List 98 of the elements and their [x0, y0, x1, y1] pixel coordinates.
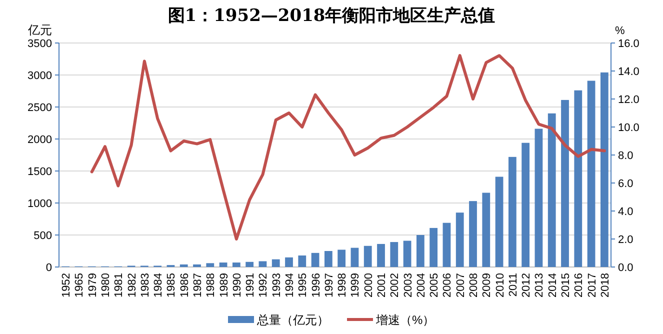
x-tick-label: 1984 [152, 273, 165, 298]
bar [430, 228, 438, 267]
bar [232, 262, 240, 267]
y2-tick-label: 12.0 [618, 94, 640, 106]
line-series [90, 54, 606, 240]
x-tick-label: 2018 [599, 273, 612, 298]
bar [534, 128, 543, 267]
y2-tick-label: 10.0 [618, 122, 640, 134]
bar [298, 255, 306, 267]
x-tick-label: 2002 [389, 273, 402, 298]
y-tick-label: 2500 [28, 102, 52, 114]
x-tick-label: 2008 [468, 273, 480, 298]
x-tick-label: 2015 [560, 273, 572, 298]
x-tick-label: 1987 [192, 273, 204, 298]
bar [193, 264, 201, 267]
legend-label: 总量（亿元） [256, 313, 329, 327]
bar [508, 156, 516, 267]
y2-tick-label: 8.0 [618, 150, 634, 162]
y2-axis-title: % [615, 25, 625, 37]
x-tick-label: 1988 [205, 273, 218, 298]
x-tick-label: 1999 [350, 273, 362, 298]
bar [324, 251, 332, 267]
x-tick-label: 1979 [86, 273, 99, 298]
x-tick-label: 2010 [494, 273, 506, 298]
x-tick-label: 2011 [507, 273, 520, 297]
bar [574, 90, 582, 267]
x-tick-label: 2005 [428, 273, 441, 298]
bar [416, 235, 424, 267]
x-tick-label: 2012 [520, 273, 533, 298]
y-tick-label: 2000 [28, 134, 52, 146]
bar [482, 192, 490, 267]
bar [285, 257, 293, 267]
x-tick-label: 1991 [244, 273, 257, 298]
bar [456, 212, 464, 267]
y2-tick-label: 14.0 [618, 66, 640, 78]
bar [587, 80, 596, 267]
bar [390, 242, 398, 267]
bar [350, 248, 359, 267]
y-tick-label: 3000 [28, 70, 52, 82]
bar [548, 113, 556, 267]
bar [246, 262, 254, 267]
x-tick-label: 2004 [415, 273, 428, 298]
x-tick-label: 1983 [139, 273, 152, 298]
x-tick-label: 1985 [166, 273, 178, 298]
x-tick-label: 2013 [534, 273, 546, 298]
bar [206, 263, 214, 267]
x-tick-label: 1980 [100, 273, 112, 298]
bar [469, 201, 477, 267]
bar [338, 250, 346, 267]
bar [442, 222, 451, 267]
bar [258, 261, 267, 267]
y-tick-label: 1000 [28, 198, 52, 210]
x-tick-label: 1982 [126, 273, 138, 298]
x-tick-label: 1998 [336, 273, 349, 298]
y-tick-label: 1500 [28, 166, 52, 178]
x-tick-label: 1981 [113, 273, 126, 298]
x-tick-label: 1989 [218, 273, 230, 298]
bar [180, 264, 188, 267]
x-tick-label: 1994 [284, 273, 296, 298]
x-tick-label: 1992 [258, 273, 270, 298]
bar [403, 240, 412, 267]
bar [377, 244, 385, 267]
y-axis-title: 亿元 [27, 23, 52, 37]
y-tick-label: 500 [34, 230, 52, 242]
x-tick-label: 1965 [74, 273, 86, 298]
bar [600, 72, 608, 267]
x-tick-label: 1990 [231, 273, 244, 298]
x-tick-label: 1993 [270, 273, 283, 298]
bar [311, 252, 320, 267]
x-tick-label: 1986 [178, 273, 191, 298]
x-tick-label: 2006 [442, 273, 454, 298]
x-tick-label: 2000 [362, 273, 375, 298]
y-tick-label: 3500 [28, 38, 52, 50]
bar [364, 246, 372, 267]
x-tick-label: 1952 [60, 273, 73, 298]
bar [219, 262, 228, 267]
chart-title: 图1：1952—2018年衡阳市地区生产总值 [168, 6, 496, 26]
legend-label: 增速（%） [375, 313, 435, 327]
x-tick-label: 1996 [310, 273, 322, 298]
y2-tick-label: 4.0 [618, 206, 634, 218]
bar [561, 100, 569, 267]
x-tick-label: 2001 [376, 273, 388, 298]
x-tick-label: 1997 [323, 273, 336, 298]
y2-tick-label: 0.0 [618, 262, 634, 274]
x-tick-label: 2003 [402, 273, 414, 298]
y2-tick-label: 2.0 [618, 234, 634, 246]
x-tick-label: 2009 [481, 273, 494, 298]
y-tick-label: 0 [46, 262, 52, 274]
bar [522, 142, 530, 267]
x-tick-label: 1995 [297, 273, 310, 298]
y2-tick-label: 6.0 [618, 178, 634, 190]
x-tick-label: 2016 [573, 273, 586, 298]
bar [495, 176, 504, 267]
y2-tick-label: 16.0 [618, 38, 640, 50]
x-tick-label: 2007 [454, 273, 467, 298]
x-tick-label: 2014 [546, 273, 559, 298]
bar [272, 259, 280, 267]
x-tick-label: 2017 [586, 273, 598, 298]
